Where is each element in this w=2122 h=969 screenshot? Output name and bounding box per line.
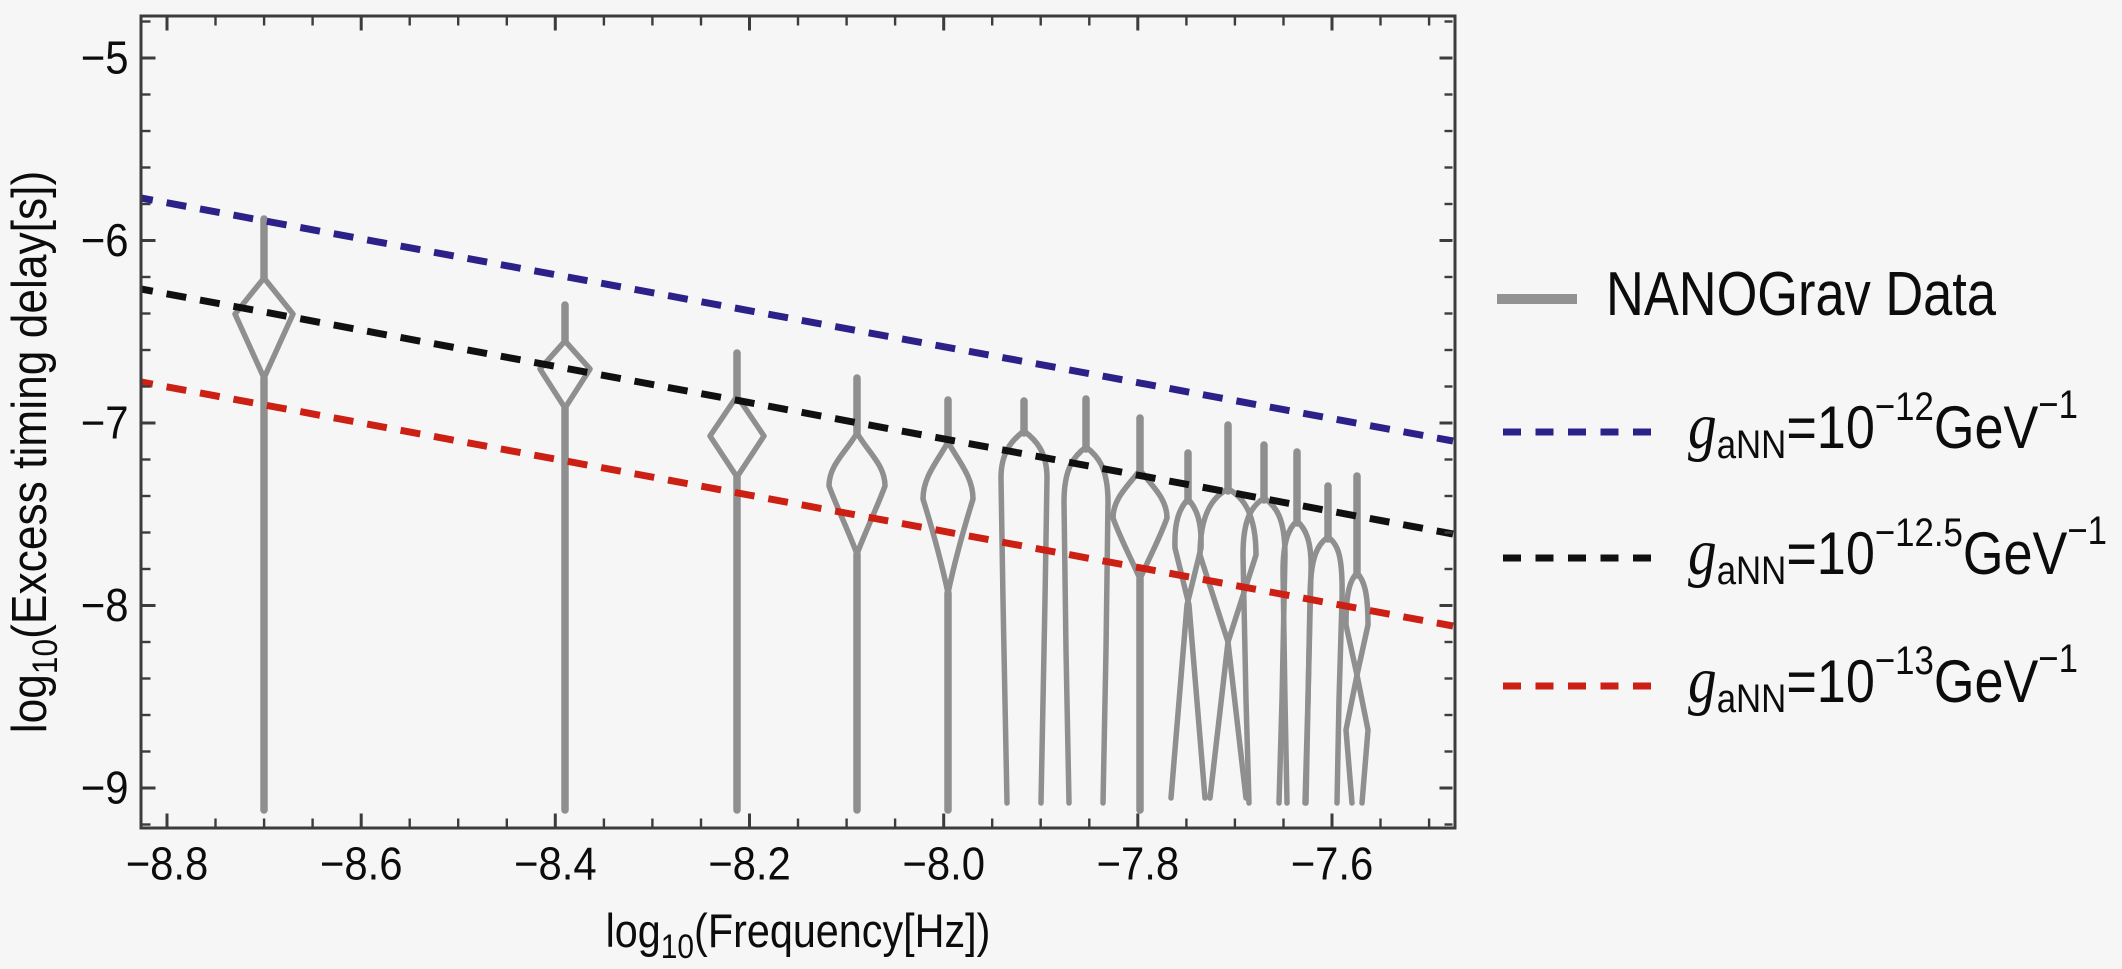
svg-text:−8.8: −8.8 [126, 839, 209, 891]
svg-text:log10(Excess timing delay[s]): log10(Excess timing delay[s]) [2, 171, 65, 734]
svg-text:−6: −6 [81, 215, 129, 267]
svg-text:−8.6: −8.6 [320, 839, 403, 891]
svg-text:−8: −8 [81, 580, 129, 632]
svg-text:−7.8: −7.8 [1097, 839, 1180, 891]
svg-text:−8.0: −8.0 [902, 839, 985, 891]
svg-text:gaNN=10−12.5GeV−1: gaNN=10−12.5GeV−1 [1688, 508, 2107, 593]
svg-text:gaNN=10−12GeV−1: gaNN=10−12GeV−1 [1688, 382, 2078, 467]
svg-text:−7.6: −7.6 [1291, 839, 1374, 891]
svg-text:−8.4: −8.4 [514, 839, 597, 891]
svg-text:NANOGrav Data: NANOGrav Data [1606, 260, 1996, 329]
svg-text:−5: −5 [81, 33, 129, 85]
svg-text:gaNN=10−13GeV−1: gaNN=10−13GeV−1 [1688, 636, 2078, 721]
svg-text:−7: −7 [81, 398, 129, 450]
svg-text:−8.2: −8.2 [708, 839, 791, 891]
svg-text:−9: −9 [81, 763, 129, 815]
svg-text:log10(Frequency[Hz]): log10(Frequency[Hz]) [606, 906, 991, 964]
